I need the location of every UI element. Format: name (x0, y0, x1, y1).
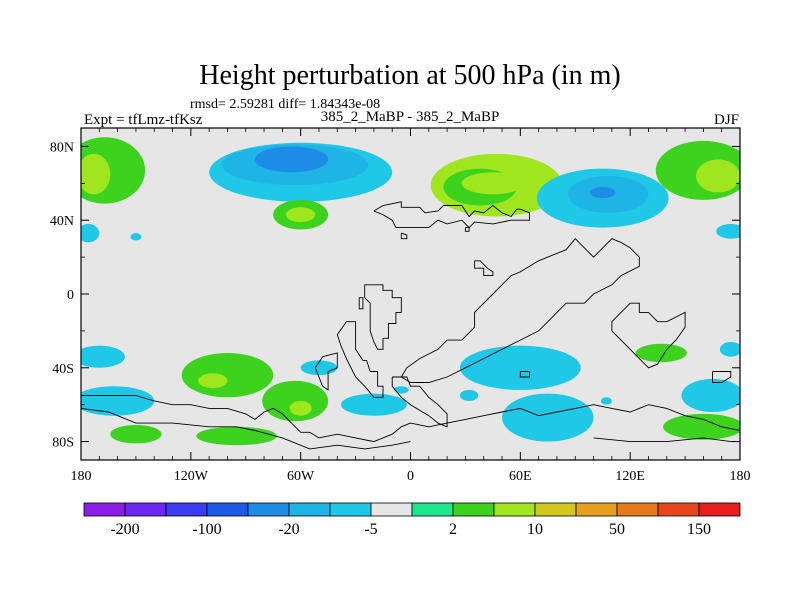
contour-region (459, 345, 581, 390)
contour-region (81, 153, 111, 195)
contour-region (254, 146, 329, 173)
coastline (81, 407, 411, 450)
y-tick-label: 80N (50, 140, 74, 155)
map-field (81, 128, 740, 460)
colorbar: -200 -100 -20 -5 2 10 50 150 (83, 502, 741, 538)
season-label: DJF (714, 112, 739, 128)
y-tick-label: 40S (52, 362, 74, 377)
coastline (391, 376, 448, 428)
colorbar-tick-label: -5 (364, 521, 377, 538)
contour-regions (81, 137, 740, 446)
contour-region (181, 353, 274, 398)
y-tick-label: 40N (50, 214, 74, 229)
contour-region (502, 393, 594, 442)
contour-region (394, 386, 409, 394)
contour-region (286, 207, 316, 223)
coastline (81, 394, 740, 443)
colorbar-swatch (411, 502, 454, 517)
coastline (400, 238, 640, 383)
contour-region (81, 345, 125, 368)
chart-title: Height perturbation at 500 hPa (in m) (199, 60, 620, 91)
colorbar-tick-label: -100 (192, 521, 221, 538)
coastline (474, 260, 494, 277)
contour-region (716, 223, 740, 239)
coastline (314, 352, 338, 391)
contour-region (262, 380, 329, 422)
coastline (519, 371, 530, 378)
colorbar-swatch (206, 502, 249, 517)
contour-region (340, 393, 407, 416)
colorbar-swatch (370, 502, 413, 517)
colorbar-swatch (493, 502, 536, 517)
colorbar-swatch (165, 502, 208, 517)
colorbar-tick-label: -20 (278, 521, 299, 538)
contour-region (198, 373, 228, 389)
x-tick-label: 120E (615, 469, 645, 484)
colorbar-tick-label: 150 (687, 521, 711, 538)
stats-line: rmsd= 2.59281 diff= 1.84343e-08 (190, 97, 380, 112)
contour-region (663, 413, 740, 440)
colorbar-swatch (452, 502, 495, 517)
contour-region (81, 386, 155, 416)
x-tick-label: 0 (407, 469, 414, 484)
contour-region (459, 389, 479, 401)
coastline (400, 232, 408, 240)
contour-region (289, 400, 312, 416)
coastline (364, 284, 402, 350)
colorbar-swatch (329, 502, 372, 517)
contour-region (719, 341, 740, 357)
colorbar-tick-label: 2 (449, 521, 457, 538)
x-tick-label: 180 (71, 469, 92, 484)
contour-region (589, 187, 616, 199)
contour-region (635, 343, 687, 363)
coastline (336, 321, 384, 398)
contour-region (681, 378, 740, 413)
colorbar-swatch (247, 502, 290, 517)
y-axis: 80N 40N 0 40S 80S (50, 140, 740, 451)
coastline (712, 371, 732, 383)
colorbar-swatch (657, 502, 700, 517)
coastline (611, 302, 686, 369)
colorbar-swatch (288, 502, 331, 517)
colorbar-swatch (124, 502, 167, 517)
x-tick-label: 180 (730, 469, 751, 484)
contour-region (196, 426, 277, 446)
contour-region (696, 159, 740, 193)
contour-region (130, 233, 142, 241)
x-axis: 180 120W 60W 0 60E 120E 180 (71, 128, 751, 484)
contour-region (110, 424, 162, 444)
colorbar-swatch (534, 502, 577, 517)
x-tick-label: 60E (509, 469, 532, 484)
colorbar-swatch (575, 502, 618, 517)
coastlines (81, 201, 740, 450)
coastline (373, 201, 530, 229)
colorbar-swatch (616, 502, 659, 517)
case-label: 385_2_MaBP - 385_2_MaBP (321, 109, 500, 125)
contour-region (81, 223, 100, 243)
x-tick-label: 120W (174, 469, 209, 484)
contour-region (600, 397, 612, 405)
experiment-label: Expt = tfLmz-tfKsz (84, 112, 203, 128)
colorbar-tick-label: 50 (609, 521, 625, 538)
y-tick-label: 0 (67, 288, 74, 303)
colorbar-tick-label: 10 (527, 521, 543, 538)
colorbar-tick-label: -200 (110, 521, 139, 538)
colorbar-swatch (83, 502, 126, 517)
contour-region (461, 172, 524, 195)
coastline (358, 297, 364, 310)
x-tick-label: 60W (287, 469, 315, 484)
coastline (464, 227, 470, 232)
colorbar-swatch (698, 502, 741, 517)
y-tick-label: 80S (52, 436, 74, 451)
